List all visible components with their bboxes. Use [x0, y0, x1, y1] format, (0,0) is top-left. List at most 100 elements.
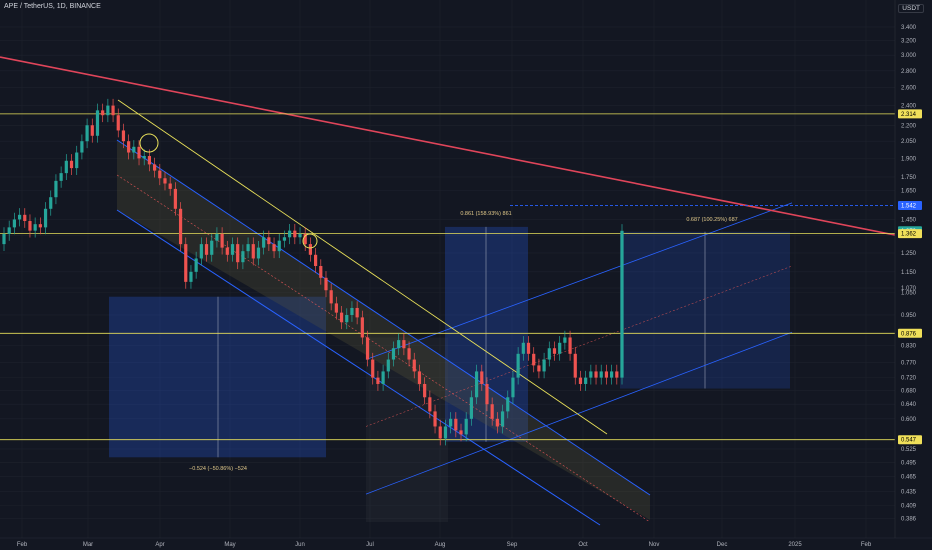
candle-body [381, 371, 385, 384]
candle-body [163, 178, 167, 184]
candle-body [469, 397, 473, 419]
price-tag [898, 201, 922, 211]
price-axis-tick: 0.465 [901, 474, 917, 480]
price-axis-tick: 3.200 [901, 39, 917, 45]
candle-body [64, 160, 68, 174]
candle-body [594, 371, 598, 378]
candle-body [194, 258, 198, 272]
candle-body [298, 233, 302, 238]
price-tag-label: 1.542 [901, 204, 917, 210]
time-axis-tick: Mar [83, 542, 93, 548]
candle-body [339, 312, 344, 323]
candle-body [43, 208, 48, 228]
time-axis-tick: Nov [649, 542, 660, 548]
price-tag [898, 109, 922, 119]
candle-body [474, 371, 479, 398]
candle-body [345, 314, 349, 323]
candle-body [537, 365, 541, 372]
candle-body [85, 125, 89, 142]
candle-body [153, 164, 157, 171]
candle-body [620, 230, 624, 378]
candle-body [168, 183, 172, 189]
candle-body [610, 371, 614, 378]
candle-body [277, 240, 281, 252]
price-tag [898, 435, 922, 445]
candle-body [552, 348, 557, 354]
candle-body [28, 221, 32, 231]
candle-body [490, 404, 494, 419]
candle-body [121, 130, 126, 142]
candle-body [75, 152, 79, 169]
currency-button[interactable]: USDT [898, 4, 924, 13]
candle-body [308, 244, 313, 255]
price-axis [895, 0, 932, 550]
price-axis-tick: 1.450 [901, 217, 917, 223]
time-axis-tick: 2025 [788, 542, 802, 548]
candle-body [17, 214, 22, 220]
price-axis-tick: 1.750 [901, 175, 917, 181]
price-tag [898, 229, 922, 239]
candle-body [542, 359, 546, 372]
candle-body [391, 348, 396, 360]
candle-body [106, 105, 110, 116]
price-axis-tick: 1.070 [901, 286, 917, 292]
candle-body [236, 244, 240, 263]
candle-body [521, 342, 525, 354]
candle-body [246, 244, 250, 252]
candle-body [589, 371, 593, 378]
candle-body [386, 359, 390, 372]
candle-body [365, 337, 370, 360]
candle-body [288, 230, 292, 238]
price-axis-tick: 0.770 [901, 360, 917, 366]
candle-body [225, 247, 229, 255]
candle-body [23, 214, 27, 222]
price-axis-tick: 0.525 [901, 447, 917, 453]
candle-body [2, 233, 6, 245]
candle-body [511, 377, 515, 398]
price-axis-tick: 0.386 [901, 516, 917, 522]
candle-body [178, 208, 183, 245]
time-axis [0, 538, 932, 550]
price-axis-tick: 0.435 [901, 489, 917, 495]
candle-body [412, 359, 416, 372]
candle-body [173, 188, 177, 209]
symbol-title: APE / TetherUS, 1D, BINANCE [4, 3, 101, 10]
candle-body [127, 141, 131, 153]
candle-body [241, 251, 245, 263]
candle-body [423, 383, 427, 398]
candle-body [584, 377, 588, 384]
price-tag-label: 0.547 [901, 438, 917, 444]
candle-body [454, 418, 458, 431]
candle-body [485, 383, 489, 405]
candle-body [282, 237, 287, 241]
candle-body [293, 230, 297, 238]
price-axis-tick: 1.050 [901, 290, 917, 296]
price-tag-label: 0.876 [901, 331, 917, 337]
candle-body [69, 160, 74, 169]
candle-body [334, 303, 338, 313]
candle-body [355, 307, 359, 318]
candle-body [324, 277, 328, 291]
candle-body [402, 340, 406, 349]
candle-body [532, 353, 536, 366]
candle-body [407, 348, 411, 360]
candle-body [111, 105, 115, 116]
channel-fill [117, 140, 650, 520]
candle-body [12, 219, 16, 228]
candle-body [480, 371, 484, 384]
candle-body [449, 418, 453, 427]
candle-body [142, 156, 146, 159]
measure-label: −0.524 (−50.86%) −524 [189, 466, 247, 472]
price-axis-tick: 2.200 [901, 123, 917, 129]
candle-body [251, 244, 255, 259]
candle-body [158, 170, 162, 179]
candle-body [500, 411, 505, 427]
candle-body [417, 371, 422, 384]
candle-body [272, 244, 276, 252]
candle-body [558, 342, 562, 354]
candle-body [137, 146, 141, 159]
price-axis-tick: 2.800 [901, 69, 917, 75]
candle-body [210, 240, 214, 255]
